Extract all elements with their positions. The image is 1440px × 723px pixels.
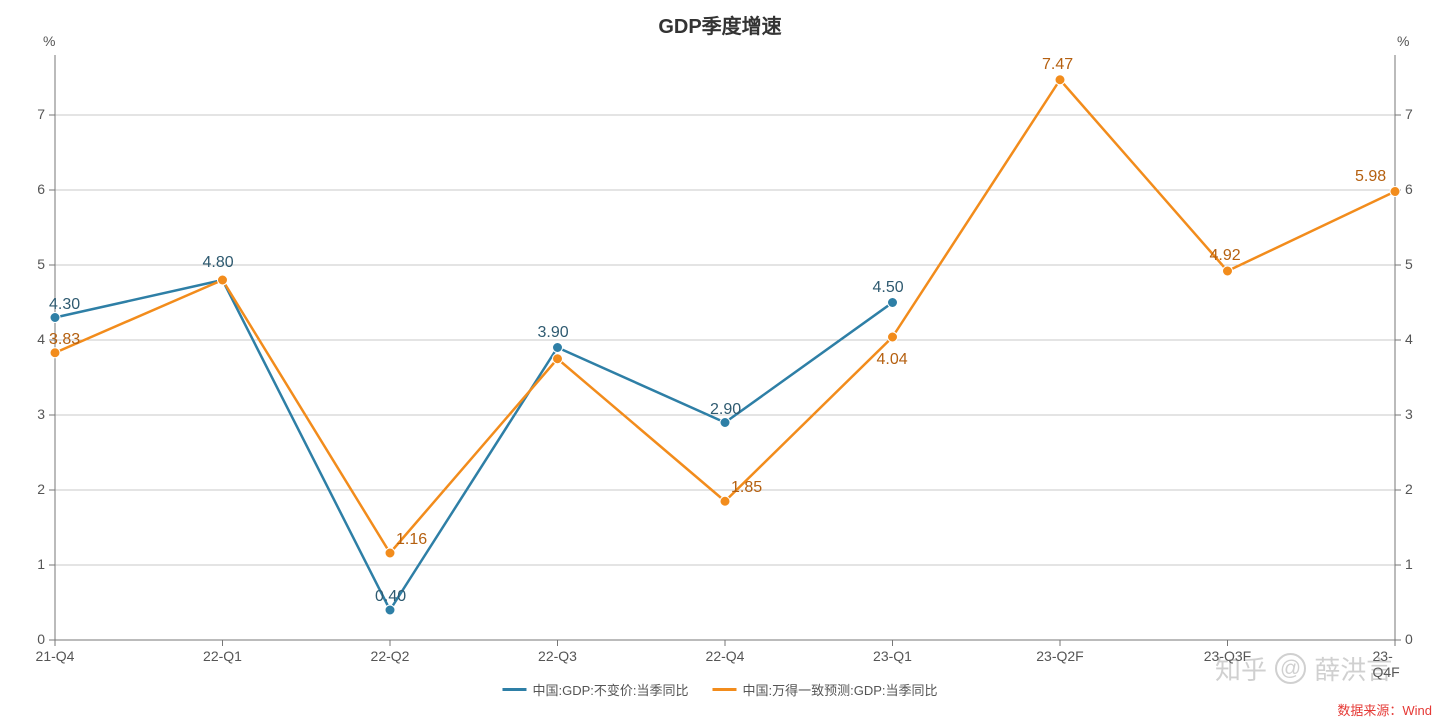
y-tick-left: 2 (37, 481, 45, 497)
data-label: 4.04 (877, 351, 908, 369)
y-tick-left: 0 (37, 631, 45, 647)
legend-swatch-forecast (713, 688, 737, 691)
x-tick: 22-Q3 (538, 648, 577, 664)
chart-plot-svg (0, 0, 1440, 723)
y-tick-right: 7 (1405, 106, 1413, 122)
y-tick-left: 7 (37, 106, 45, 122)
y-tick-right: 5 (1405, 256, 1413, 272)
data-label: 4.30 (49, 296, 80, 314)
y-tick-right: 4 (1405, 331, 1413, 347)
x-tick: 23-Q2F (1036, 648, 1083, 664)
data-label: 4.80 (203, 254, 234, 272)
data-label: 0.40 (375, 588, 406, 606)
legend-item-gdp-actual: 中国:GDP:不变价:当季同比 (502, 680, 688, 699)
legend-label-actual: 中国:GDP:不变价:当季同比 (532, 680, 688, 699)
y-tick-right: 3 (1405, 406, 1413, 422)
data-label: 1.85 (731, 479, 762, 497)
legend-item-gdp-forecast: 中国:万得一致预测:GDP:当季同比 (713, 680, 938, 699)
data-label: 2.90 (710, 401, 741, 419)
y-tick-right: 6 (1405, 181, 1413, 197)
watermark: 知乎 @ 薛洪言 (1215, 650, 1392, 687)
y-tick-right: 2 (1405, 481, 1413, 497)
x-tick: 23-Q1 (873, 648, 912, 664)
data-label: 1.16 (396, 531, 427, 549)
legend-label-forecast: 中国:万得一致预测:GDP:当季同比 (743, 680, 938, 699)
watermark-prefix: 知乎 (1215, 650, 1267, 687)
data-label: 7.47 (1042, 56, 1073, 74)
watermark-at-icon: @ (1275, 653, 1306, 684)
data-label: 4.50 (873, 279, 904, 297)
y-tick-left: 5 (37, 256, 45, 272)
y-tick-right: 0 (1405, 631, 1413, 647)
data-label: 3.83 (49, 331, 80, 349)
y-tick-left: 1 (37, 556, 45, 572)
x-tick: 21-Q4 (36, 648, 75, 664)
x-tick: 22-Q1 (203, 648, 242, 664)
y-tick-left: 3 (37, 406, 45, 422)
legend-swatch-actual (502, 688, 526, 691)
data-source-label: 数据来源：Wind (1337, 700, 1432, 719)
y-tick-left: 6 (37, 181, 45, 197)
x-tick: 22-Q4 (706, 648, 745, 664)
data-label: 3.90 (538, 324, 569, 342)
y-tick-right: 1 (1405, 556, 1413, 572)
chart-legend: 中国:GDP:不变价:当季同比 中国:万得一致预测:GDP:当季同比 (502, 680, 937, 699)
y-tick-left: 4 (37, 331, 45, 347)
data-label: 5.98 (1355, 168, 1386, 186)
watermark-name: 薛洪言 (1314, 650, 1392, 687)
data-label: 4.92 (1210, 247, 1241, 265)
x-tick: 22-Q2 (371, 648, 410, 664)
